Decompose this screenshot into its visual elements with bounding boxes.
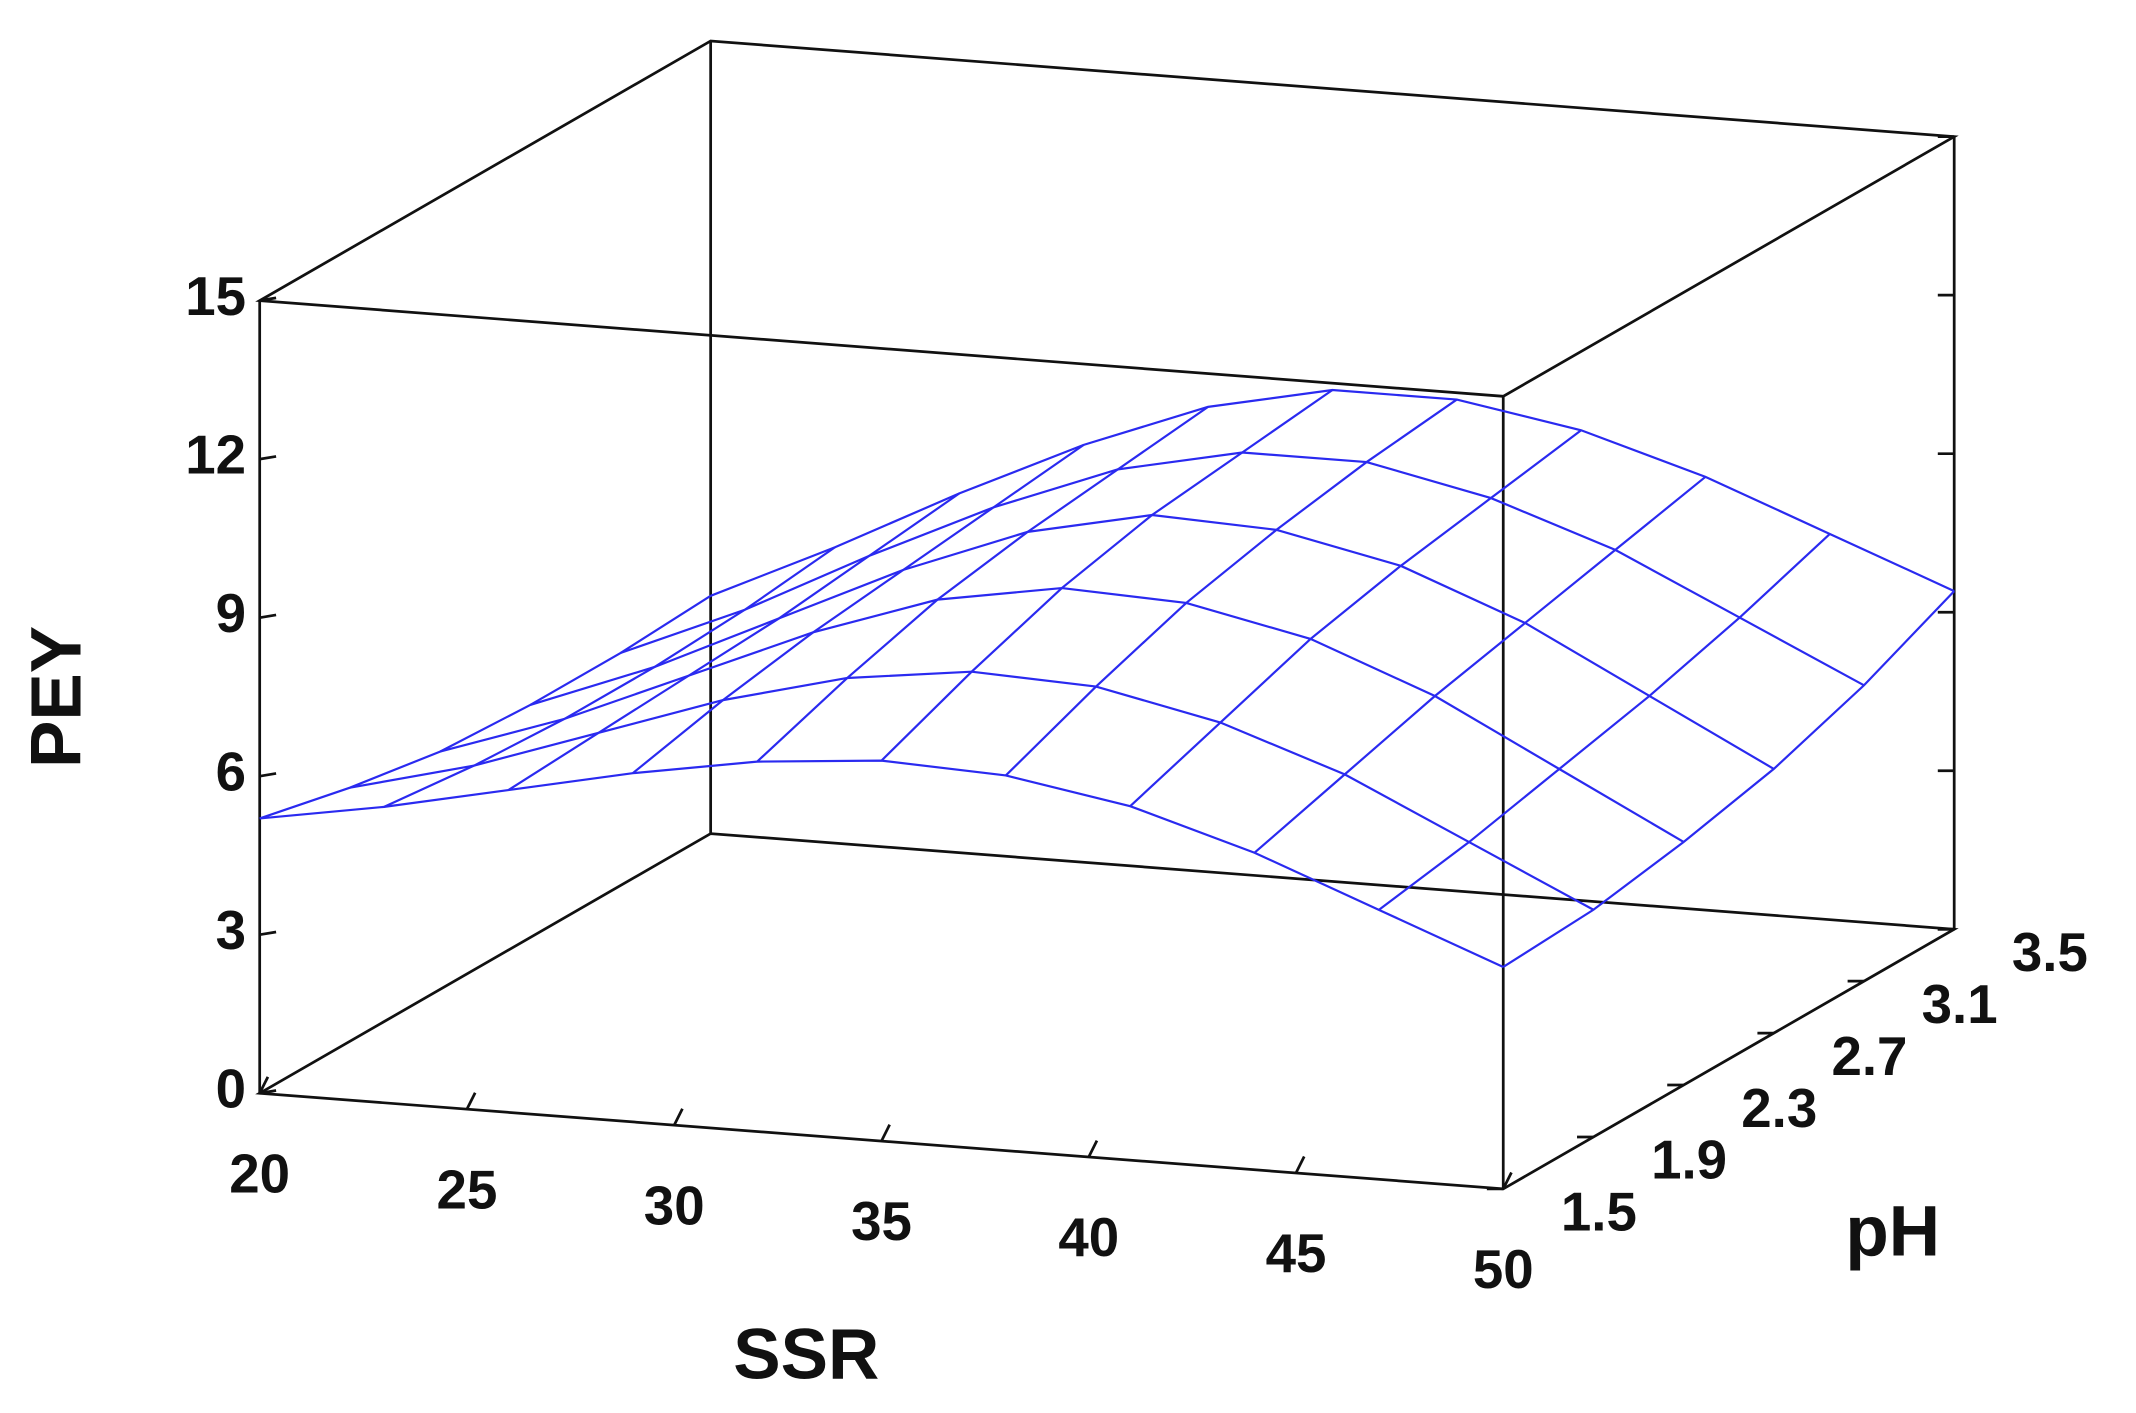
mesh-line bbox=[1378, 533, 1831, 911]
x-tick bbox=[1294, 1155, 1306, 1174]
x-tick bbox=[1502, 1171, 1513, 1190]
z-tick bbox=[259, 613, 277, 620]
mesh-line bbox=[1005, 398, 1458, 777]
box-top bbox=[255, 39, 1959, 398]
x-tick bbox=[672, 1108, 684, 1126]
mesh-line bbox=[1129, 429, 1582, 807]
mesh-line bbox=[756, 405, 1209, 763]
mesh-line bbox=[1502, 590, 1955, 968]
mesh-line bbox=[349, 670, 1594, 911]
y-tick-label: 1.9 bbox=[1651, 1130, 1727, 1191]
mesh-line bbox=[632, 443, 1085, 775]
z-tick-label: 12 bbox=[185, 425, 246, 486]
z-tick bbox=[259, 1089, 277, 1095]
mesh-line bbox=[880, 389, 1334, 762]
x-tick bbox=[258, 1076, 270, 1094]
y-tick-label: 3.5 bbox=[2012, 922, 2088, 983]
z-axis-title: PEY bbox=[17, 626, 96, 768]
mesh-line bbox=[259, 759, 1504, 968]
y-tick-label: 2.7 bbox=[1831, 1026, 1907, 1087]
x-tick-label: 20 bbox=[229, 1143, 290, 1204]
z-tick bbox=[259, 930, 277, 937]
x-tick-label: 25 bbox=[437, 1159, 498, 1220]
z-tick-label: 15 bbox=[185, 266, 246, 327]
x-tick bbox=[1087, 1139, 1099, 1158]
z-tick-label: 0 bbox=[216, 1059, 246, 1120]
x-tick-label: 40 bbox=[1058, 1207, 1119, 1268]
mesh-line bbox=[1253, 475, 1707, 854]
y-axis-title: pH bbox=[1845, 1192, 1940, 1271]
mesh-line bbox=[529, 513, 1775, 770]
x-tick-label: 45 bbox=[1266, 1223, 1327, 1284]
z-tick bbox=[259, 455, 277, 461]
z-tick bbox=[259, 296, 277, 302]
y-tick-label: 2.3 bbox=[1741, 1078, 1817, 1139]
z-tick-label: 3 bbox=[216, 900, 246, 961]
y-tick-label: 3.1 bbox=[1922, 974, 1998, 1035]
y-tick-label: 1.5 bbox=[1561, 1182, 1637, 1243]
mesh-line bbox=[710, 388, 1955, 597]
x-tick bbox=[880, 1124, 891, 1142]
mesh-line bbox=[259, 594, 712, 820]
z-tick-label: 9 bbox=[216, 583, 246, 644]
x-tick-label: 35 bbox=[851, 1191, 912, 1252]
z-tick bbox=[259, 772, 277, 778]
mesh-line bbox=[507, 492, 960, 791]
x-tick-label: 30 bbox=[644, 1175, 705, 1236]
x-tick bbox=[465, 1092, 477, 1110]
z-tick-label: 6 bbox=[216, 742, 246, 803]
x-tick-label: 50 bbox=[1473, 1239, 1534, 1300]
x-axis-title: SSR bbox=[733, 1315, 879, 1394]
mesh-line bbox=[383, 546, 836, 808]
mesh-line bbox=[620, 451, 1865, 687]
